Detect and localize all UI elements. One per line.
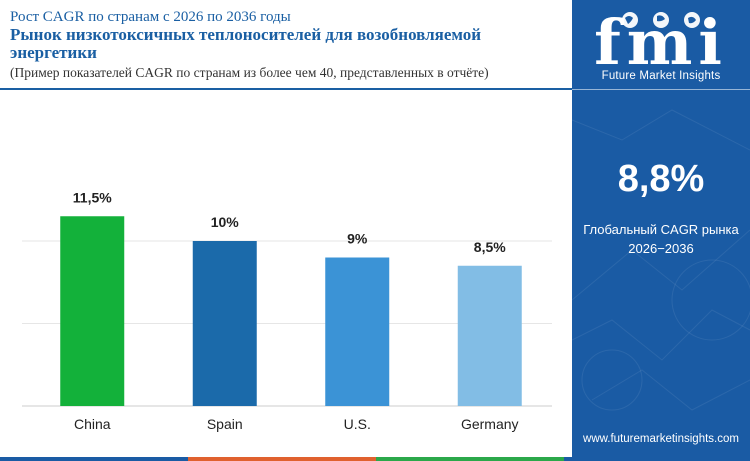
global-cagr-label: Глобальный CAGR рынка 2026−2036 — [572, 220, 750, 258]
bar-u-s — [325, 257, 390, 406]
bottom-bar-segment — [0, 457, 188, 461]
brand-name: Future Market Insights — [601, 70, 721, 82]
bar-spain — [192, 241, 257, 406]
bottom-bar-segment — [188, 457, 376, 461]
global-cagr-label-line1: Глобальный CAGR рынка — [583, 222, 739, 237]
category-tick-label: Spain — [207, 416, 243, 432]
bar-value-label: 9% — [347, 231, 368, 247]
category-tick-label: U.S. — [344, 416, 371, 432]
bar-china — [60, 216, 125, 406]
chart-header: Рост CAGR по странам с 2026 по 2036 годы… — [10, 8, 565, 82]
chart-subtitle: Рост CAGR по странам с 2026 по 2036 годы — [10, 9, 291, 25]
bar-chart: 11,5% China 10% Spain 9% U.S. 8,5% Germany — [22, 189, 552, 432]
panel-pattern — [572, 109, 750, 411]
header-divider — [0, 88, 572, 90]
bar-value-label: 11,5% — [73, 189, 112, 205]
brand-panel: fmi Future Market Insights 8,8% Глобальн… — [572, 0, 750, 461]
chart-title: Рынок низкотоксичных теплоносителей для … — [10, 25, 482, 62]
category-tick-label: Germany — [461, 416, 519, 432]
chart-note-text: Пример показателей CAGR по странам из бо… — [14, 65, 485, 80]
panel-divider — [572, 89, 750, 90]
fmi-logo: fmi — [594, 6, 722, 70]
global-cagr-label-line2: 2026−2036 — [628, 241, 694, 256]
bar-value-label: 8,5% — [474, 239, 506, 255]
bar-germany — [457, 265, 522, 406]
bottom-bar-segment — [564, 457, 750, 461]
website-link[interactable]: www.futuremarketinsights.com — [583, 433, 739, 445]
category-tick-label: China — [74, 416, 111, 432]
bottom-bar-segment — [376, 457, 564, 461]
global-cagr-value: 8,8% — [617, 158, 705, 200]
chart-note: (Пример показателей CAGR по странам из б… — [10, 65, 489, 80]
bar-value-label: 10% — [211, 214, 240, 230]
bottom-color-bar — [0, 457, 750, 461]
